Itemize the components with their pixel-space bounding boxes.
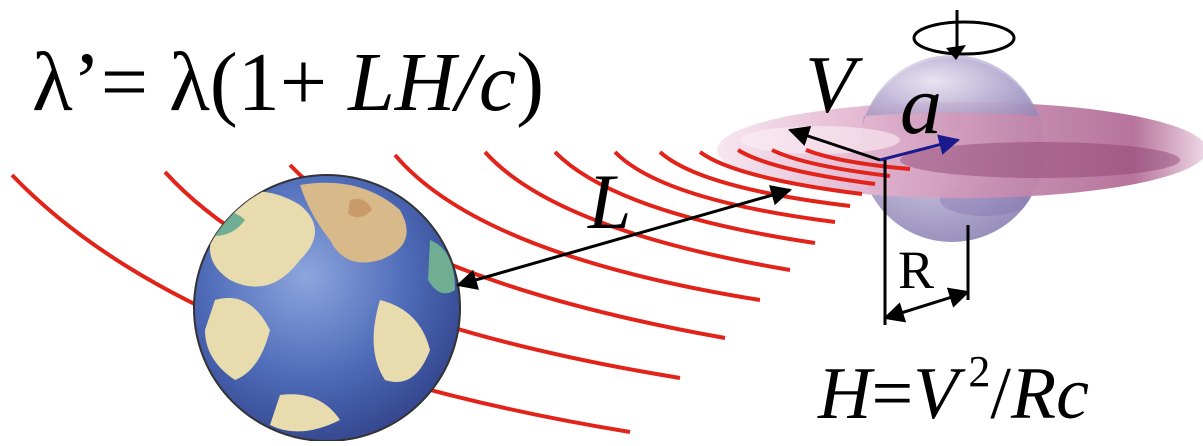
disk-dark-band	[900, 142, 1180, 178]
formula-slash-c: /c	[452, 36, 517, 129]
earth-globe-icon	[193, 174, 461, 442]
wavefront-9	[698, 150, 863, 196]
rotation-arrow-icon	[912, 10, 1016, 60]
wavefront-11	[771, 148, 891, 178]
velocity-label: V	[805, 39, 863, 130]
wavelength-formula: λ’= λ(1+ LH/c)	[32, 36, 544, 129]
rotation-loop	[912, 20, 1016, 56]
formula-l: L	[347, 36, 395, 129]
wavefront-8	[658, 150, 851, 208]
earth-land	[200, 182, 455, 432]
distance-label: L	[587, 158, 631, 245]
hubble-equals: =	[871, 353, 913, 435]
wavefront-10	[736, 148, 876, 186]
radius-marker	[882, 160, 971, 325]
rotating-disk-icon	[717, 55, 1203, 242]
hubble-formula: H=V 2/Rc	[817, 347, 1089, 435]
velocity-arrow	[788, 126, 881, 162]
acceleration-label: a	[900, 59, 942, 152]
formula-close: )	[516, 36, 544, 129]
hubble-v: V	[913, 353, 966, 435]
hubble-rc: Rc	[1010, 353, 1089, 435]
rotation-arrowhead	[946, 45, 966, 60]
equals-lambda-open: = λ(1+	[101, 36, 348, 129]
distance-arrow	[455, 185, 793, 290]
formula-h: H	[394, 36, 460, 129]
acceleration-arrow	[879, 134, 961, 162]
accretion-disk	[717, 102, 1203, 198]
hubble-exponent: 2	[968, 347, 990, 396]
lambda-prime: λ’	[32, 36, 101, 129]
wavefront-12	[805, 148, 911, 171]
hubble-slash: /	[990, 353, 1011, 435]
radius-label: R	[898, 240, 934, 300]
sphere-upper-cap	[862, 55, 1042, 128]
wavefronts	[10, 148, 911, 434]
hubble-h: H	[817, 353, 875, 435]
